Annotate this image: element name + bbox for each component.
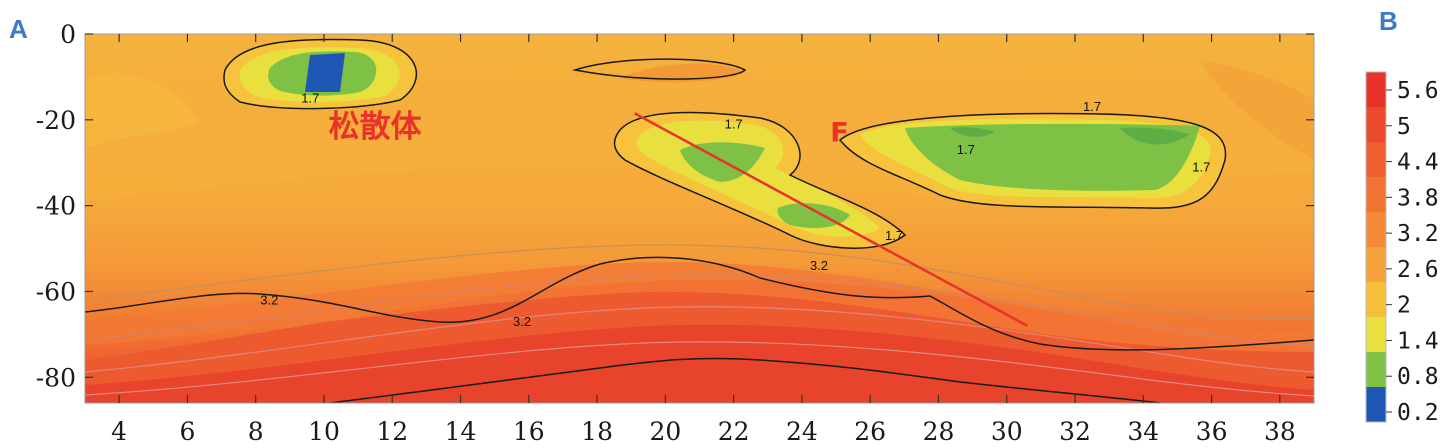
- annotation-fault-f: F: [830, 117, 848, 148]
- corner-label-a: A: [9, 14, 28, 44]
- plot-area: [85, 34, 1314, 403]
- plot-frame: [84, 33, 1315, 404]
- contour-labels: 1.7 1.7 1.7 1.7 1.7 1.7 3.2 3.2 3.2: [260, 91, 1210, 329]
- contour-line-1-7-r: [838, 112, 1227, 209]
- y-tick-label: -80: [36, 363, 76, 392]
- corner-label-b: B: [1379, 6, 1398, 36]
- y-tick-label: -60: [36, 277, 76, 306]
- colorbar-segment: [1366, 282, 1386, 318]
- contour-label: 3.2: [260, 292, 278, 307]
- x-tick-label: 12: [376, 417, 408, 446]
- x-tick-label: 24: [786, 417, 818, 446]
- contour-line-1-7-f: [613, 111, 907, 249]
- colorbar-label: 2.6: [1397, 257, 1439, 283]
- x-tick-label: 28: [923, 417, 955, 446]
- annotation-loose-body: 松散体: [329, 109, 422, 145]
- y-tick-label: 0: [60, 20, 76, 49]
- colorbar-label: 5: [1397, 114, 1411, 140]
- x-axis: 4 6 8 10 12 14 16 18 20 22 24 26 28 30 32 34 36 38: [111, 34, 1296, 446]
- y-axis: 0 -20 -40 -60 -80: [36, 20, 1314, 392]
- x-tick-label: 18: [581, 417, 613, 446]
- colorbar-segment: [1366, 352, 1386, 388]
- contour-label: 1.7: [885, 228, 903, 243]
- x-tick-label: 14: [445, 417, 477, 446]
- contour-label: 1.7: [957, 142, 975, 157]
- y-tick-label: -20: [36, 106, 76, 135]
- colorbar-segment: [1366, 72, 1386, 108]
- colorbar-segment: [1366, 387, 1386, 423]
- deep-layer-2: [85, 324, 1314, 403]
- contour-label: 3.2: [810, 258, 828, 273]
- x-tick-label: 6: [179, 417, 195, 446]
- contour-label: 1.7: [1083, 99, 1101, 114]
- colorbar-frame: [1365, 71, 1387, 423]
- colorbar-segment: [1366, 317, 1386, 353]
- colorbar-label: 3.8: [1397, 185, 1439, 211]
- contour-label: 1.7: [301, 91, 319, 106]
- mid-deep-layer: [85, 261, 1314, 352]
- colorbar-segment: [1366, 142, 1386, 178]
- x-tick-label: 36: [1196, 417, 1228, 446]
- x-tick-label: 4: [111, 417, 127, 446]
- x-tick-label: 10: [308, 417, 340, 446]
- colorbar-segment: [1366, 247, 1386, 283]
- x-tick-label: 20: [649, 417, 681, 446]
- colorbar-segment: [1366, 177, 1386, 213]
- x-tick-label: 22: [718, 417, 750, 446]
- right-orange-patch: [1200, 60, 1314, 160]
- colorbar-segment: [1366, 107, 1386, 143]
- y-tick-label: -40: [36, 192, 76, 221]
- colorbar-label: 4.4: [1397, 150, 1439, 176]
- contour-line-5: [329, 357, 1161, 403]
- x-tick-label: 34: [1127, 417, 1159, 446]
- anomaly-r-green: [905, 123, 1200, 191]
- x-tick-label: 32: [1059, 417, 1091, 446]
- anomaly-f-green-2: [777, 203, 850, 228]
- colorbar-label: 2: [1397, 293, 1411, 319]
- contour-label: 1.7: [1192, 159, 1210, 174]
- contour-line-3-2: [85, 256, 1314, 351]
- colorbar-label: 3.2: [1397, 221, 1439, 247]
- gray-contour-3: [85, 306, 1314, 373]
- fault-line-group: [634, 112, 1028, 327]
- contour-label: 3.2: [513, 314, 531, 329]
- fault-line: [634, 112, 1028, 327]
- x-tick-label: 30: [991, 417, 1023, 446]
- anomaly-r-dark-1: [950, 127, 995, 137]
- x-tick-label: 38: [1264, 417, 1296, 446]
- left-light-patch: [85, 73, 200, 150]
- anomaly-a-core: [305, 53, 345, 92]
- colorbar: 5.6 5 4.4 3.8 3.2 2.6 2 1.4 0.8 0.2: [1365, 71, 1439, 426]
- x-tick-label: 26: [854, 417, 886, 446]
- anomaly-r-dark-2: [1120, 127, 1190, 145]
- colorbar-label: 1.4: [1397, 328, 1439, 354]
- x-tick-label: 8: [248, 417, 264, 446]
- contour-label: 1.7: [725, 116, 743, 131]
- gray-contour-4: [85, 341, 1314, 397]
- x-tick-label: 16: [513, 417, 545, 446]
- contour-line-1-7-a: [223, 38, 418, 110]
- gray-contour-2: [85, 274, 1314, 346]
- colorbar-label: 5.6: [1397, 78, 1439, 104]
- colorbar-label: 0.2: [1397, 400, 1439, 426]
- gray-contour-1: [85, 244, 1314, 320]
- annotations: 松散体 F: [329, 109, 849, 148]
- contour-line-upper: [574, 58, 747, 80]
- colorbar-label: 0.8: [1397, 364, 1439, 390]
- colorbar-segment: [1366, 212, 1386, 248]
